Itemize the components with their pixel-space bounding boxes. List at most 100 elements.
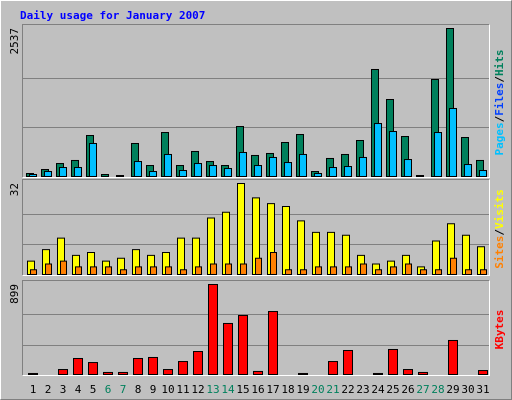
bar: [360, 263, 367, 275]
x-tick-label: 6: [105, 383, 112, 396]
bar: [30, 269, 37, 275]
x-tick-label: 5: [90, 383, 97, 396]
bar: [193, 351, 203, 375]
bar: [479, 170, 487, 177]
bar: [208, 284, 218, 375]
legend-entry: Visits: [493, 189, 506, 229]
bevel: [22, 24, 490, 178]
bar: [163, 369, 173, 375]
bar: [405, 263, 412, 275]
bar: [448, 339, 458, 376]
bar: [225, 263, 232, 275]
bar: [343, 349, 353, 375]
bar: [177, 237, 185, 275]
bevel: [22, 280, 490, 376]
bar: [73, 357, 83, 376]
bar: [253, 370, 263, 375]
bar: [133, 357, 143, 376]
bar: [89, 142, 97, 177]
bar: [101, 174, 109, 178]
bar: [88, 362, 98, 376]
legend-entry: Files: [493, 83, 506, 116]
x-tick-label: 9: [150, 383, 157, 396]
x-tick-label: 8: [135, 383, 142, 396]
legend-separator: /: [493, 76, 506, 83]
y-tick-label: 2537: [8, 28, 21, 55]
x-tick-label: 13: [206, 383, 219, 396]
x-tick-label: 14: [221, 383, 235, 396]
bar: [194, 163, 202, 178]
bar: [389, 131, 397, 177]
bar: [58, 369, 68, 375]
bar: [210, 263, 217, 275]
bar: [59, 167, 67, 177]
bar: [44, 171, 52, 178]
bar: [28, 372, 38, 375]
bar: [270, 252, 277, 275]
bar: [373, 372, 383, 375]
bar: [403, 369, 413, 375]
x-tick-label: 25: [386, 383, 399, 396]
bar: [449, 107, 457, 177]
bar: [375, 269, 382, 275]
x-tick-label: 4: [75, 383, 82, 396]
y-tick-label: 32: [8, 183, 21, 196]
bar: [465, 269, 472, 275]
bar: [330, 266, 337, 275]
x-tick-label: 31: [476, 383, 489, 396]
bar: [434, 132, 442, 178]
bar: [150, 266, 157, 275]
bar: [103, 371, 113, 375]
bar: [135, 266, 142, 275]
x-tick-label: 21: [326, 383, 339, 396]
bar: [329, 167, 337, 177]
bar: [45, 263, 52, 275]
bar: [195, 266, 202, 275]
bar: [388, 348, 398, 375]
bar: [435, 269, 442, 275]
x-tick-label: 11: [176, 383, 189, 396]
x-tick-label: 29: [446, 383, 459, 396]
x-tick-label: 10: [161, 383, 174, 396]
bar: [462, 234, 470, 275]
legend-entry: Hits: [493, 50, 506, 77]
bar: [269, 156, 277, 178]
x-tick-label: 23: [356, 383, 369, 396]
x-tick-label: 12: [191, 383, 204, 396]
bar: [179, 170, 187, 177]
legend: KBytes: [493, 310, 506, 350]
chart-title: Daily usage for January 2007: [20, 9, 205, 22]
bar: [134, 161, 142, 177]
legend-separator: /: [493, 115, 506, 122]
x-tick-label: 19: [296, 383, 309, 396]
x-tick-label: 7: [120, 383, 127, 396]
x-tick-label: 2: [45, 383, 52, 396]
panel: [22, 24, 490, 177]
bar: [297, 220, 305, 275]
x-tick-label: 3: [60, 383, 67, 396]
bevel: [22, 179, 490, 276]
bar: [209, 165, 217, 178]
bar: [165, 266, 172, 275]
bar: [29, 174, 37, 178]
bar: [314, 173, 322, 177]
bar: [328, 361, 338, 376]
bar: [164, 153, 172, 178]
bar: [240, 263, 247, 275]
bar: [282, 206, 290, 275]
bevel: [22, 24, 490, 178]
x-tick-label: 15: [236, 383, 249, 396]
bar: [237, 183, 245, 275]
bar: [75, 266, 82, 275]
bar: [359, 156, 367, 178]
bar: [90, 266, 97, 275]
bar: [284, 162, 292, 178]
bar: [480, 269, 487, 275]
bar: [374, 123, 382, 177]
bar: [420, 269, 427, 275]
legend: Sites/Visits: [493, 189, 506, 269]
legend-separator: /: [493, 229, 506, 236]
bar: [416, 175, 424, 178]
bar: [180, 269, 187, 275]
panel: [22, 280, 490, 375]
